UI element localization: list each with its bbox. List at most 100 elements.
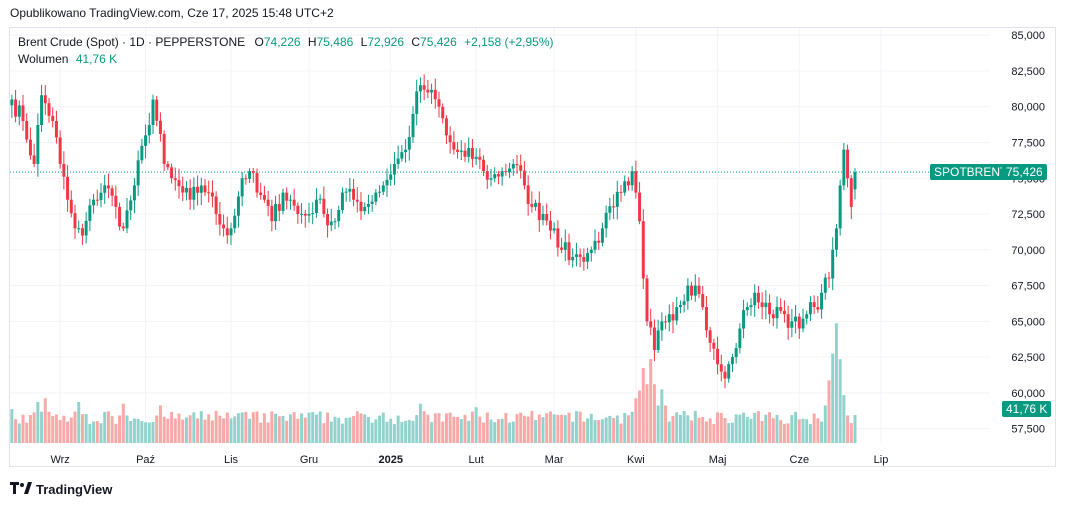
- candle-body: [567, 242, 571, 261]
- candle-body: [508, 168, 512, 173]
- volume-bar: [708, 418, 712, 443]
- y-tick-label: 70,000: [1011, 245, 1045, 257]
- volume-bar: [385, 421, 389, 443]
- volume-bar: [660, 389, 664, 443]
- candle-body: [730, 357, 734, 365]
- volume-legend[interactable]: Wolumen 41,76 K: [18, 52, 117, 66]
- volume-bar: [634, 398, 638, 443]
- volume-bar: [140, 421, 144, 443]
- volume-bar: [199, 411, 203, 443]
- volume-bar: [686, 415, 690, 443]
- candle-body: [548, 220, 552, 231]
- volume-bar: [727, 423, 731, 443]
- volume-bar: [489, 419, 493, 443]
- volume-bar: [170, 411, 174, 443]
- volume-bar: [62, 415, 66, 443]
- symbol-price-badge: SPOTBRENT: [930, 164, 1012, 181]
- candle-body: [218, 214, 222, 225]
- symbol-legend[interactable]: Brent Crude (Spot) · 1D · PEPPERSTONE O7…: [18, 35, 554, 49]
- candle-body: [701, 293, 705, 308]
- volume-bar: [132, 418, 136, 443]
- volume-bar: [816, 418, 820, 443]
- volume-bar: [285, 420, 289, 443]
- volume-bar: [645, 384, 649, 443]
- candle-body: [233, 215, 237, 229]
- volume-bar: [597, 419, 601, 443]
- volume-bar: [411, 420, 415, 443]
- candle-body: [760, 302, 764, 308]
- y-tick-label: 67,500: [1011, 281, 1045, 293]
- candle-body: [749, 305, 753, 308]
- candle-body: [285, 192, 289, 201]
- volume-bar: [344, 417, 348, 443]
- candle-body: [396, 158, 400, 164]
- candle-body: [511, 163, 515, 169]
- candle-body: [32, 155, 36, 164]
- candle-body: [374, 192, 378, 202]
- volume-bar: [322, 423, 326, 443]
- volume-bar: [422, 411, 426, 443]
- volume-bar: [652, 384, 656, 443]
- volume-bar: [760, 421, 764, 443]
- volume-bar: [99, 423, 103, 443]
- volume-bar: [470, 411, 474, 443]
- candle-body: [790, 321, 794, 328]
- volume-bar: [827, 380, 831, 443]
- candle-body: [433, 89, 437, 100]
- volume-bar: [671, 415, 675, 443]
- volume-bar: [701, 416, 705, 443]
- volume-bar: [236, 413, 240, 443]
- candle-body: [277, 204, 281, 211]
- volume-bar: [281, 416, 285, 443]
- y-tick-label: 82,500: [1011, 66, 1045, 78]
- volume-bar: [147, 422, 151, 443]
- volume-bar: [84, 414, 88, 443]
- volume-bar: [493, 422, 497, 443]
- candle-body: [73, 213, 77, 229]
- candle-body: [352, 188, 356, 200]
- candle-body: [641, 221, 645, 279]
- volume-bar: [118, 415, 122, 443]
- volume-bar: [378, 415, 382, 443]
- volume-bar: [522, 415, 526, 443]
- volume-bar: [25, 422, 29, 443]
- volume-bar: [389, 418, 393, 443]
- candle-body: [404, 149, 408, 153]
- volume-bar: [144, 422, 148, 443]
- candle-body: [459, 150, 463, 152]
- volume-bar: [181, 419, 185, 443]
- volume-bar: [749, 418, 753, 443]
- candle-body: [407, 137, 411, 150]
- candle-body: [155, 99, 159, 121]
- candle-body: [240, 178, 244, 197]
- volume-bar: [682, 411, 686, 443]
- volume-bar: [214, 410, 218, 443]
- candle-body: [530, 203, 534, 207]
- tradingview-footer[interactable]: TradingView: [10, 482, 112, 497]
- candle-body: [318, 198, 322, 200]
- candle-body: [129, 200, 133, 211]
- candle-body: [463, 150, 467, 157]
- candle-body: [545, 214, 549, 221]
- volume-bar: [225, 412, 229, 443]
- volume-bar: [775, 414, 779, 443]
- candle-body: [571, 256, 575, 261]
- candle-body: [667, 314, 671, 323]
- volume-bar: [17, 423, 21, 443]
- volume-bar: [73, 411, 77, 443]
- volume-bar: [400, 421, 404, 443]
- volume-bar: [846, 415, 850, 443]
- candle-body: [470, 147, 474, 159]
- candle-body: [541, 214, 545, 221]
- candle-body: [266, 199, 270, 206]
- candle-body: [359, 201, 363, 212]
- x-tick-label: Gru: [300, 454, 318, 466]
- volume-bar: [184, 417, 188, 443]
- volume-bar: [656, 405, 660, 443]
- x-tick-label: Lis: [224, 454, 239, 466]
- volume-bar: [768, 412, 772, 443]
- volume-bar: [600, 419, 604, 443]
- chart-frame[interactable]: [9, 27, 1056, 467]
- candle-body: [292, 199, 296, 206]
